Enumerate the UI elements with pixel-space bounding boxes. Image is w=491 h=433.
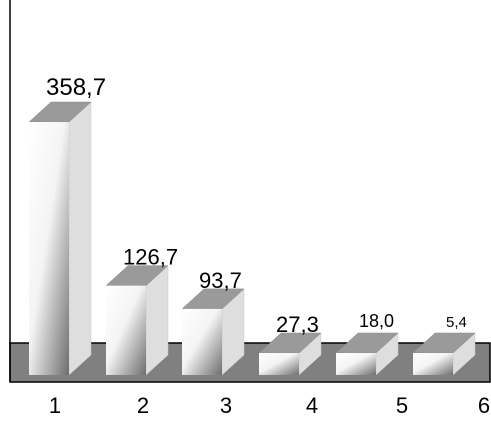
data-label-3: 93,7 <box>199 268 242 293</box>
bar-front-face <box>29 122 69 375</box>
bars <box>28 101 476 376</box>
bar-6 <box>412 332 476 376</box>
x-tick-label-2: 2 <box>137 393 149 418</box>
data-label-2: 126,7 <box>123 245 178 270</box>
bar-front-face <box>259 353 299 375</box>
bar-4 <box>258 332 322 376</box>
x-axis-tick-labels: 1 2 3 4 5 6 <box>49 393 490 418</box>
bar-1 <box>28 101 92 376</box>
bar-front-face <box>106 285 146 375</box>
x-tick-label-4: 4 <box>306 393 318 418</box>
bar-3 <box>181 288 245 376</box>
x-tick-label-6: 6 <box>478 393 490 418</box>
data-label-5: 18,0 <box>359 311 394 331</box>
bar-5 <box>335 332 399 376</box>
bar-front-face <box>182 308 222 375</box>
bar-2 <box>105 265 169 376</box>
bar-front-face <box>336 353 376 375</box>
bar-front-face <box>413 353 453 375</box>
x-tick-label-3: 3 <box>220 393 232 418</box>
data-labels: 358,7 126,7 93,7 27,3 18,0 5,4 <box>46 74 467 337</box>
bar-side-face <box>68 101 92 376</box>
x-tick-label-1: 1 <box>49 393 61 418</box>
data-label-6: 5,4 <box>446 314 467 331</box>
x-tick-label-5: 5 <box>396 393 408 418</box>
data-label-4: 27,3 <box>276 312 319 337</box>
data-label-1: 358,7 <box>46 74 106 101</box>
